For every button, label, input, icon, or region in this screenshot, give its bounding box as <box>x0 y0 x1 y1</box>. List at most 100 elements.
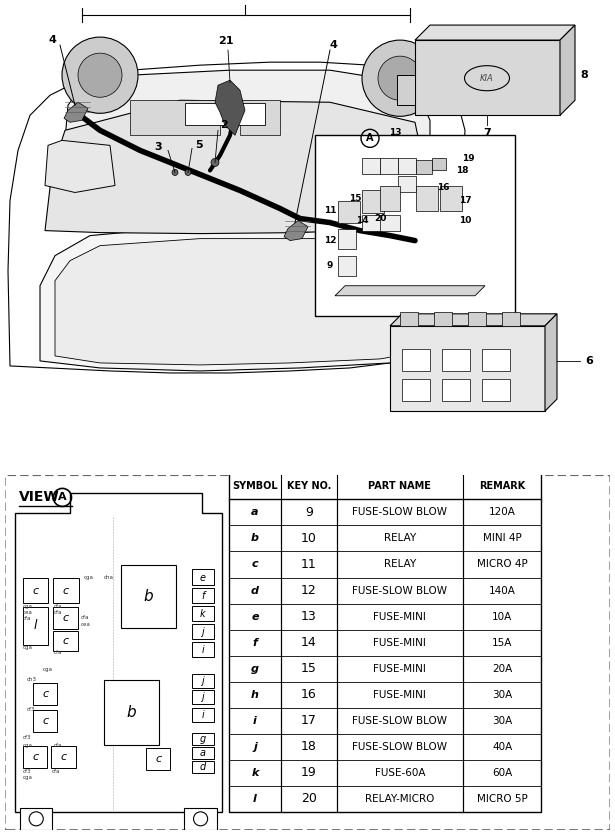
Text: g: g <box>251 664 259 674</box>
Text: KEY NO.: KEY NO. <box>287 481 331 491</box>
Text: a: a <box>200 748 205 758</box>
Text: RELAY: RELAY <box>384 560 416 570</box>
Text: 11: 11 <box>323 206 336 215</box>
Bar <box>380 214 400 230</box>
Text: 14: 14 <box>355 216 368 225</box>
Text: d: d <box>251 585 259 595</box>
Text: j: j <box>253 741 257 751</box>
Bar <box>191 624 213 639</box>
Text: FUSE-SLOW BLOW: FUSE-SLOW BLOW <box>352 716 447 726</box>
Polygon shape <box>560 25 575 115</box>
Bar <box>54 631 77 651</box>
Polygon shape <box>390 314 557 326</box>
Bar <box>191 674 213 688</box>
Text: d: d <box>199 761 206 771</box>
Text: b: b <box>251 534 259 544</box>
Text: 10A: 10A <box>492 611 512 621</box>
Bar <box>191 690 213 704</box>
Bar <box>23 746 47 768</box>
Text: e: e <box>252 611 259 621</box>
Text: ch3: ch3 <box>27 677 37 682</box>
Text: cfa: cfa <box>23 616 31 621</box>
Polygon shape <box>55 239 415 365</box>
Text: cfa: cfa <box>81 615 89 620</box>
Text: FUSE-SLOW BLOW: FUSE-SLOW BLOW <box>352 741 447 751</box>
Text: 15: 15 <box>301 662 317 676</box>
Text: RELAY: RELAY <box>384 534 416 544</box>
Text: 12: 12 <box>323 236 336 245</box>
Bar <box>130 100 220 135</box>
Bar <box>184 808 216 830</box>
Text: 6: 6 <box>585 356 593 366</box>
Bar <box>121 565 177 627</box>
Text: 9: 9 <box>327 261 333 270</box>
Text: k: k <box>200 609 205 619</box>
Text: b: b <box>143 589 153 604</box>
Bar <box>432 158 446 170</box>
Circle shape <box>78 53 122 98</box>
Text: MINI 4P: MINI 4P <box>483 534 522 544</box>
Bar <box>434 312 452 326</box>
Text: 8: 8 <box>580 70 588 80</box>
Bar <box>468 312 486 326</box>
Polygon shape <box>8 63 465 373</box>
Text: MICRO 4P: MICRO 4P <box>477 560 528 570</box>
Text: 17: 17 <box>459 196 471 205</box>
Text: 3: 3 <box>154 143 162 153</box>
Bar <box>191 641 213 656</box>
Bar <box>315 135 515 316</box>
Bar <box>33 683 57 705</box>
Text: 13: 13 <box>301 610 317 623</box>
Bar <box>191 746 213 759</box>
Polygon shape <box>45 140 115 193</box>
Text: 30A: 30A <box>492 716 512 726</box>
Bar <box>442 379 470 401</box>
Bar <box>185 103 265 125</box>
Text: j: j <box>201 626 204 636</box>
Text: g: g <box>199 734 206 744</box>
Text: 9: 9 <box>305 506 313 519</box>
Bar <box>240 100 280 135</box>
Bar <box>398 158 416 174</box>
Text: f: f <box>201 590 204 600</box>
Bar <box>402 379 430 401</box>
Text: 13: 13 <box>389 128 401 137</box>
Bar <box>440 187 462 210</box>
Text: VIEW: VIEW <box>19 490 60 505</box>
Text: c: c <box>42 716 49 726</box>
Bar <box>23 577 49 602</box>
Text: l: l <box>253 794 257 804</box>
Bar <box>191 733 213 745</box>
Text: c: c <box>32 751 38 761</box>
Bar <box>482 349 510 371</box>
Text: FUSE-MINI: FUSE-MINI <box>373 611 426 621</box>
Bar <box>390 326 545 411</box>
Text: cga: cga <box>84 575 93 580</box>
Text: FUSE-60A: FUSE-60A <box>375 768 425 778</box>
Polygon shape <box>284 220 308 241</box>
Text: cea: cea <box>23 610 33 615</box>
Text: 12: 12 <box>301 584 317 597</box>
Text: 30A: 30A <box>492 690 512 700</box>
Text: cha: cha <box>104 575 114 580</box>
Text: 1: 1 <box>241 0 249 2</box>
Text: PART NAME: PART NAME <box>368 481 431 491</box>
Text: 140A: 140A <box>489 585 515 595</box>
Text: 60A: 60A <box>492 768 512 778</box>
Bar <box>502 312 520 326</box>
Text: cga: cga <box>23 776 33 781</box>
Bar <box>33 710 57 731</box>
Text: 7: 7 <box>483 128 491 138</box>
Bar <box>338 200 360 223</box>
Text: 14: 14 <box>301 636 317 649</box>
Text: 21: 21 <box>218 36 234 46</box>
Text: 15: 15 <box>349 194 361 203</box>
Text: RELAY-MICRO: RELAY-MICRO <box>365 794 434 804</box>
Bar <box>51 746 76 768</box>
Text: FUSE-MINI: FUSE-MINI <box>373 664 426 674</box>
Bar <box>54 606 77 629</box>
Text: 17: 17 <box>301 714 317 727</box>
Polygon shape <box>335 286 485 296</box>
Polygon shape <box>45 100 428 234</box>
Polygon shape <box>350 140 428 190</box>
